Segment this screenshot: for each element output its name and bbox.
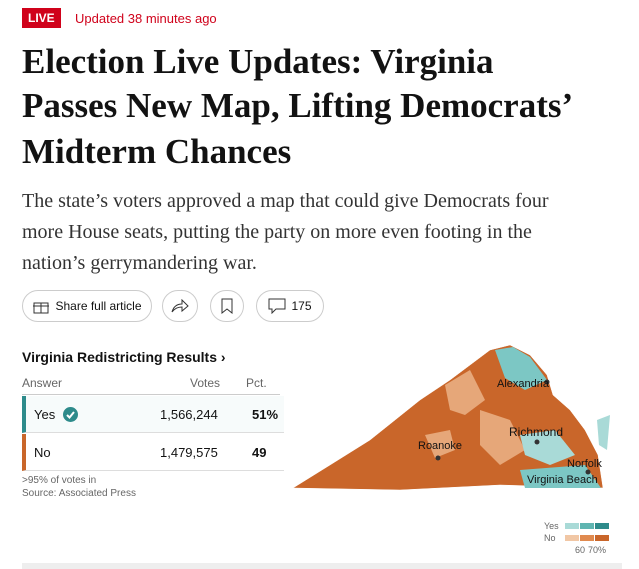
col-header: Answer	[22, 376, 63, 390]
legend-tick: 70%	[588, 545, 607, 555]
region	[495, 347, 547, 390]
region	[425, 430, 455, 458]
comment-icon	[268, 298, 286, 314]
forward-icon	[171, 299, 189, 313]
summary: nation’s gerrymandering war.	[22, 252, 257, 274]
map-label: Norfolk	[567, 458, 602, 470]
map	[292, 344, 610, 491]
share-label: Share full article	[55, 299, 142, 313]
map-label: Roanoke	[418, 440, 463, 452]
map-label: Virginia Beach	[527, 474, 598, 486]
divider	[22, 394, 280, 395]
forward-button[interactable]	[162, 290, 198, 322]
city-dot	[585, 469, 591, 475]
pct: 49	[252, 445, 267, 460]
comments-button[interactable]: 175	[256, 290, 324, 322]
col-header: Pct.	[246, 376, 267, 390]
legend-swatches	[565, 523, 609, 541]
map-label: Alexandria	[497, 378, 549, 390]
share-button[interactable]: Share full article	[22, 290, 152, 322]
col-header: Votes	[190, 376, 221, 390]
region	[520, 430, 575, 465]
map-label: Richmond	[509, 425, 564, 439]
headline: Election Live Updates: Virginia	[22, 42, 494, 81]
result-row: Yes 1,566,244 51%	[22, 396, 284, 433]
region	[445, 370, 485, 415]
legend-label: No	[544, 533, 556, 543]
comment-count: 175	[291, 299, 312, 313]
updated-time: Updated 38 minutes ago	[75, 11, 217, 26]
pct: 51%	[252, 407, 279, 422]
result-row: No 1,479,575 49	[22, 434, 284, 471]
votes: 1,566,244	[160, 407, 218, 422]
legend-label: Yes	[544, 521, 559, 531]
city-dot	[544, 379, 550, 385]
region	[597, 415, 610, 450]
summary: The state’s voters approved a map that c…	[22, 190, 549, 212]
source: Source: Associated Press	[22, 488, 136, 499]
region	[480, 410, 525, 465]
note: >95% of votes in	[22, 475, 97, 486]
footer-bar	[22, 563, 622, 569]
live-badge: LIVE	[22, 8, 61, 28]
summary: more House seats, putting the party on m…	[22, 221, 532, 243]
results-title[interactable]: Virginia Redistricting Results ›	[22, 349, 226, 365]
region	[520, 465, 601, 488]
bookmark-icon	[221, 298, 233, 314]
headline: Passes New Map, Lifting Democrats’	[22, 86, 574, 125]
votes: 1,479,575	[160, 445, 218, 460]
headline: Midterm Chances	[22, 132, 292, 171]
winner-check	[63, 407, 78, 422]
city-dot	[435, 455, 441, 461]
gift-icon	[33, 302, 50, 314]
answer: Yes	[34, 407, 56, 422]
city-dot	[534, 439, 540, 445]
save-button[interactable]	[210, 290, 244, 322]
answer: No	[34, 445, 51, 460]
legend-tick: 60	[575, 545, 586, 555]
